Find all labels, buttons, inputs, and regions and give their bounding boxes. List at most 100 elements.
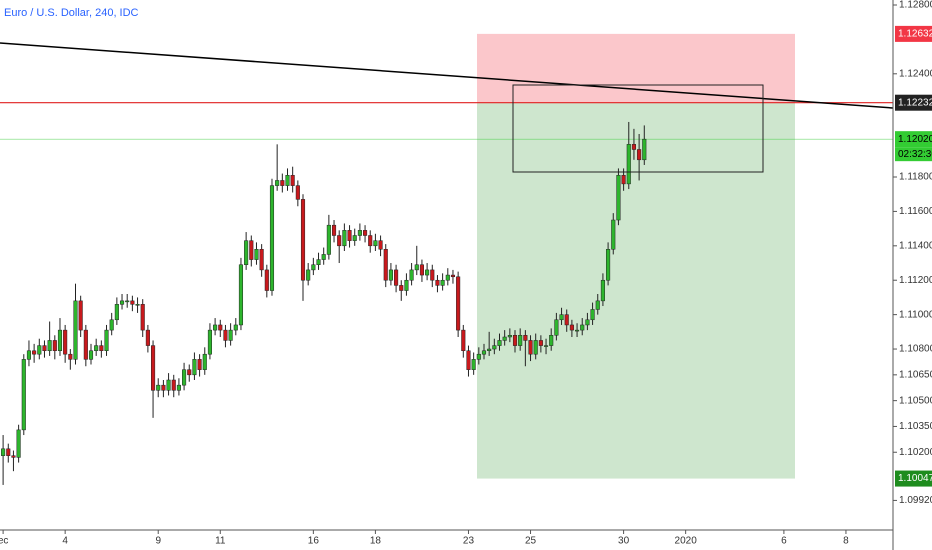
candle-body (580, 324, 585, 331)
candle-body (73, 300, 78, 360)
x-tick-label: 16 (308, 536, 320, 547)
candle-body (176, 384, 181, 391)
y-tick-label: 1.11400 (899, 240, 932, 251)
candle-body (337, 235, 342, 247)
candle-body (606, 249, 611, 281)
candle-body (94, 345, 99, 352)
candle-body (388, 269, 393, 281)
highlight-box (512, 84, 764, 173)
candle-body (533, 340, 538, 355)
target-label: 1.10047 (898, 473, 932, 484)
candle-body (357, 230, 362, 236)
candle-body (88, 350, 94, 360)
x-tick-label: 30 (618, 536, 630, 547)
candle-body (600, 279, 605, 302)
candle-body (404, 279, 409, 291)
candle-body (275, 180, 280, 186)
candle-body (207, 329, 212, 355)
candle-body (109, 319, 114, 331)
candle-body (171, 379, 176, 391)
countdown: 02:32:30 (898, 149, 932, 160)
candle-body (57, 329, 63, 352)
candle-body (342, 230, 347, 247)
candle-body (11, 455, 16, 458)
y-tick-label: 1.10350 (899, 421, 932, 432)
x-tick-label: 6 (781, 536, 787, 547)
candle-body (228, 329, 233, 341)
y-tick-label: 1.12800 (899, 0, 932, 11)
candle-body (269, 185, 275, 291)
candle-body (83, 329, 88, 360)
candle-body (218, 324, 223, 331)
current-label-bg (895, 131, 932, 148)
x-tick-label: 23 (463, 536, 475, 547)
candle-body (6, 448, 11, 456)
candle-body (569, 324, 574, 331)
candle-body (378, 240, 383, 250)
candle-body (445, 274, 450, 281)
candle-body (135, 304, 140, 306)
candle-body (151, 345, 156, 391)
candle-body (549, 335, 554, 346)
target-label-bg (895, 470, 932, 487)
candle-body (249, 240, 254, 260)
candle-body (512, 335, 518, 346)
candle-body (590, 309, 595, 321)
candle-body (140, 304, 145, 331)
candle-body (466, 350, 471, 370)
candle-body (373, 240, 378, 247)
x-tick-label: 2020 (675, 536, 698, 547)
y-tick-label: 1.10650 (899, 369, 932, 380)
candle-body (125, 300, 130, 303)
stop-zone (477, 33, 795, 103)
y-tick-label: 1.11600 (899, 206, 932, 217)
candle-body (238, 264, 244, 326)
candle-body (290, 175, 295, 186)
candle-body (223, 329, 228, 341)
candle-body (244, 240, 249, 265)
x-tick-label: ec (0, 536, 8, 547)
candle-body (130, 300, 135, 305)
x-tick-label: 9 (155, 536, 161, 547)
y-tick-label: 1.10800 (899, 344, 932, 355)
candle-body (538, 340, 543, 346)
price-axis-bg (893, 0, 932, 550)
candle-body (626, 144, 631, 185)
candle-body (523, 335, 528, 341)
candle-body (114, 304, 119, 321)
entry-label-bg (895, 94, 932, 111)
candle-body (192, 359, 197, 376)
candle-body (585, 319, 590, 326)
candle-body (37, 345, 42, 355)
y-tick-label: 1.10500 (899, 395, 932, 406)
candle-body (637, 149, 642, 161)
candle-body (611, 219, 616, 250)
candle-body (497, 340, 502, 346)
candle-body (63, 329, 68, 355)
candle-body (518, 335, 523, 346)
candle-body (161, 384, 166, 391)
candle-body (621, 175, 626, 185)
candle-body (295, 185, 300, 200)
candle-body (166, 379, 171, 391)
candle-body (300, 199, 306, 281)
x-tick-label: 11 (215, 536, 226, 547)
countdown-bg (895, 147, 932, 162)
candle-body (99, 345, 104, 352)
candle-body (52, 340, 57, 352)
candle-body (564, 314, 569, 326)
candle-body (543, 345, 549, 347)
background-layer (477, 33, 795, 479)
candle-body (182, 369, 187, 386)
candle-body (476, 353, 481, 360)
candle-body (233, 324, 238, 331)
candle-body (104, 329, 109, 352)
x-tick-label: 8 (843, 536, 849, 547)
candle-body (119, 300, 125, 305)
candle-body (352, 235, 357, 241)
candle-body (347, 230, 352, 241)
candle-body (321, 254, 326, 260)
candle-body (202, 353, 207, 370)
candle-body (425, 269, 430, 276)
